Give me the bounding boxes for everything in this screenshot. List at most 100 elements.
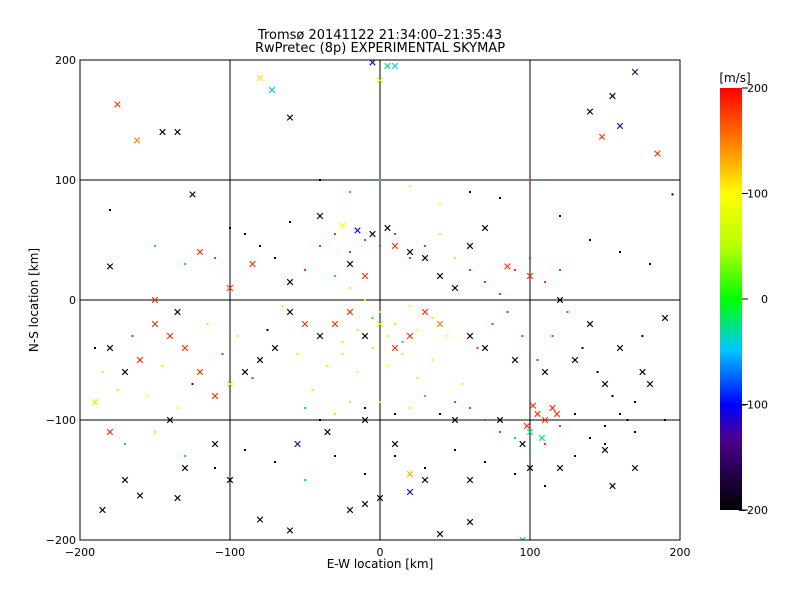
data-point-cross (316, 332, 324, 340)
data-point-dot (319, 179, 321, 181)
data-point-cross (361, 416, 369, 424)
data-point-dot (521, 335, 524, 337)
data-point-dot (176, 407, 179, 409)
data-point-dot (499, 293, 501, 295)
data-point-cross (571, 356, 579, 364)
data-point-cross (406, 470, 414, 478)
data-point-cross (466, 476, 474, 484)
data-point-cross (526, 428, 534, 436)
data-point-cross (159, 128, 166, 136)
data-point-cross (511, 356, 519, 364)
data-point-cross (519, 536, 526, 540)
data-point-cross (121, 476, 129, 484)
data-point-dot (484, 419, 486, 421)
data-point-cross (436, 530, 444, 538)
data-point-dot (214, 257, 216, 259)
data-point-dot (371, 317, 374, 319)
data-point-dot (296, 353, 299, 355)
data-point-dot (454, 449, 456, 451)
x-tick-label: 0 (377, 546, 384, 559)
data-point-cross (331, 320, 339, 328)
data-point-cross (541, 416, 549, 424)
data-point-cross (106, 263, 114, 270)
data-point-dot (469, 191, 471, 193)
data-point-dot (529, 449, 531, 451)
data-point-cross (529, 402, 537, 409)
data-point-dot (394, 233, 396, 235)
data-point-cross (114, 101, 121, 108)
data-point-dot (424, 467, 426, 469)
data-point-dot (536, 359, 539, 361)
data-point-cross (121, 368, 129, 376)
data-point-dot (154, 245, 156, 247)
data-point-dot (581, 347, 584, 349)
y-axis-label: N-S location [km] (27, 248, 41, 352)
data-point-dot (514, 437, 516, 439)
data-point-dot (319, 419, 321, 421)
data-point-cross (549, 404, 556, 412)
data-point-dot (101, 371, 104, 373)
data-point-dot (311, 389, 314, 391)
data-point-cross (189, 191, 196, 198)
data-point-cross (346, 308, 354, 316)
data-point-cross (286, 114, 294, 121)
data-point-cross (346, 260, 354, 268)
data-point-dot (484, 281, 486, 283)
data-point-dot (319, 245, 321, 247)
x-tick-label: 200 (670, 546, 691, 559)
data-point-cross (106, 344, 114, 352)
colorbar-tick-label: −200 (738, 504, 768, 517)
data-point-dot (431, 359, 434, 361)
data-point-dot (424, 395, 426, 397)
data-point-dot (229, 227, 231, 229)
data-point-dot (341, 353, 344, 355)
data-point-cross (526, 464, 534, 472)
data-point-cross (609, 92, 616, 100)
data-point-cross (406, 332, 414, 340)
data-point-dot (266, 329, 269, 331)
data-point-dot (274, 461, 276, 463)
colorbar-tick-label: 100 (747, 188, 768, 201)
data-point-dot (154, 431, 156, 433)
data-point-cross (391, 440, 399, 448)
data-point-dot (221, 353, 224, 355)
data-point-dot (341, 341, 344, 343)
data-point-cross (181, 464, 189, 472)
data-point-cross (256, 356, 264, 364)
data-point-dot (431, 317, 434, 319)
data-point-dot (379, 245, 381, 247)
y-tick-label: −200 (46, 534, 76, 547)
data-point-dot (529, 179, 531, 181)
data-point-cross (324, 428, 331, 436)
data-point-cross (534, 410, 541, 418)
colorbar-label: [m/s] (719, 71, 750, 85)
data-point-dot (364, 299, 366, 301)
data-point-dot (484, 461, 486, 463)
data-point-dot (356, 371, 359, 373)
data-point-dot (274, 257, 276, 259)
data-point-cross (631, 68, 639, 76)
data-point-dot (469, 407, 471, 409)
data-point-cross (496, 416, 504, 424)
y-tick-label: 200 (55, 54, 76, 67)
data-point-dot (409, 185, 411, 187)
data-point-cross (654, 150, 661, 157)
data-point-dot (469, 269, 471, 271)
data-point-cross (174, 494, 181, 502)
data-point-dot (379, 311, 381, 313)
data-point-cross (99, 506, 106, 514)
data-point-cross (466, 518, 474, 526)
data-point-dot (364, 407, 366, 409)
data-point-dot (416, 377, 419, 379)
data-point-dot (604, 425, 606, 427)
data-point-dot (386, 365, 389, 367)
colorbar-tick-label: −100 (738, 399, 768, 412)
data-point-cross (451, 284, 459, 292)
y-tick-label: 0 (69, 294, 76, 307)
data-point-dot (499, 431, 501, 433)
data-point-dot (349, 401, 351, 403)
data-point-dot (334, 275, 336, 277)
data-point-dot (446, 335, 449, 337)
data-point-dot (244, 449, 246, 451)
data-point-cross (286, 308, 294, 316)
